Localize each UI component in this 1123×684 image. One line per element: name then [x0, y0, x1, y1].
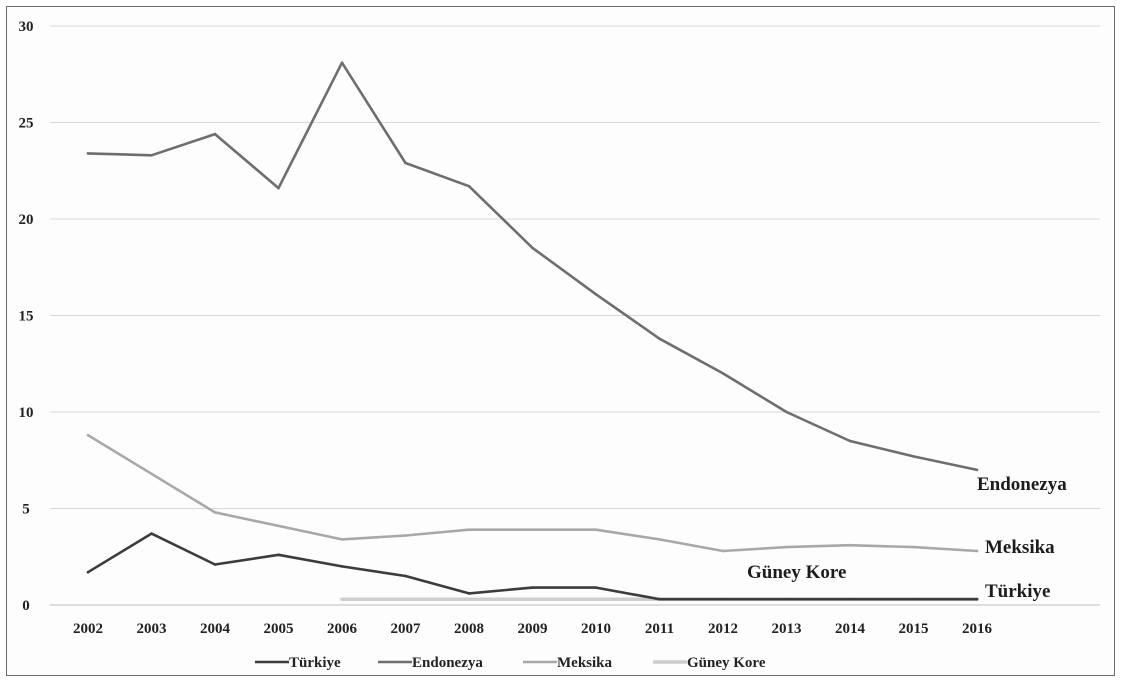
x-tick-label: 2010	[581, 621, 611, 637]
data-point	[213, 511, 217, 514]
chart-frame	[6, 6, 1115, 676]
series-annotation: Güney Kore	[747, 562, 846, 583]
data-point	[150, 532, 153, 535]
data-point	[975, 597, 979, 601]
data-point	[277, 186, 280, 190]
legend-label: Meksika	[557, 655, 613, 671]
data-point	[912, 455, 915, 458]
data-point	[340, 565, 344, 568]
y-tick-label: 15	[19, 309, 34, 325]
series-annotation: Türkiye	[985, 581, 1050, 602]
data-point	[721, 372, 725, 375]
data-point	[340, 61, 344, 64]
gridlines	[50, 25, 1100, 606]
x-tick-label: 2013	[772, 621, 802, 637]
data-point	[594, 528, 598, 532]
data-point	[531, 246, 534, 250]
data-point	[912, 545, 915, 549]
data-point	[467, 184, 471, 188]
data-point	[467, 592, 471, 595]
x-tick-label: 2014	[835, 621, 866, 637]
x-tick-label: 2002	[73, 621, 103, 637]
data-point	[785, 597, 788, 601]
data-point	[721, 597, 725, 601]
data-point	[277, 524, 280, 528]
data-point	[658, 597, 661, 601]
y-tick-label: 30	[19, 19, 34, 35]
x-tick-label: 2006	[327, 621, 358, 637]
y-axis-ticks: 0 5 10 15 20 25 30	[19, 19, 34, 614]
data-point	[86, 152, 90, 155]
data-point	[658, 337, 661, 340]
data-point	[658, 538, 661, 541]
data-point	[975, 549, 979, 553]
data-point	[848, 597, 852, 601]
y-tick-label: 20	[19, 212, 34, 228]
x-tick-label: 2016	[962, 621, 993, 637]
series-line-2	[86, 433, 979, 553]
y-tick-label: 10	[19, 405, 34, 421]
data-point	[912, 597, 915, 601]
data-point	[86, 433, 90, 437]
data-point	[531, 528, 534, 532]
data-point	[340, 597, 344, 601]
x-tick-label: 2011	[645, 621, 674, 637]
legend-label: Endonezya	[412, 655, 483, 671]
data-point	[150, 154, 153, 157]
data-point	[86, 570, 90, 574]
series-annotation: Meksika	[985, 537, 1055, 558]
data-point	[404, 161, 407, 165]
data-point	[785, 410, 788, 414]
legend-label: Güney Kore	[687, 655, 766, 671]
legend-label: Türkiye	[289, 655, 341, 671]
legend: Türkiye Endonezya Meksika Güney Kore	[255, 655, 766, 671]
data-point	[213, 132, 217, 136]
x-tick-label: 2007	[391, 621, 422, 637]
y-tick-label: 5	[22, 502, 30, 518]
data-point	[150, 472, 153, 476]
data-point	[404, 597, 407, 601]
data-point	[404, 534, 407, 537]
data-point	[467, 597, 471, 601]
series-line-1	[86, 61, 979, 472]
x-tick-label: 2008	[454, 621, 484, 637]
series-annotations: Endonezya Meksika Güney Kore Türkiye	[747, 474, 1067, 602]
x-tick-label: 2015	[899, 621, 929, 637]
data-point	[340, 538, 344, 541]
data-point	[785, 545, 788, 549]
data-point	[848, 543, 852, 547]
x-axis-ticks: 2002 2003 2004 2005 2006 2007 2008 2009 2010 2011…	[73, 621, 993, 637]
data-point	[277, 553, 280, 557]
data-point	[594, 586, 598, 589]
series-lines	[86, 61, 979, 601]
data-point	[848, 439, 852, 443]
data-point	[531, 586, 534, 589]
data-point	[721, 549, 725, 553]
data-point	[467, 528, 471, 532]
data-point	[594, 292, 598, 296]
series-annotation: Endonezya	[977, 474, 1067, 495]
y-tick-label: 0	[22, 598, 30, 614]
data-point	[594, 597, 598, 601]
data-point	[531, 597, 534, 601]
x-tick-label: 2004	[200, 621, 231, 637]
x-tick-label: 2009	[518, 621, 548, 637]
data-point	[213, 563, 217, 566]
x-tick-label: 2003	[137, 621, 167, 637]
x-tick-label: 2012	[708, 621, 738, 637]
data-point	[975, 468, 979, 472]
x-tick-label: 2005	[264, 621, 294, 637]
y-tick-label: 25	[19, 116, 34, 132]
data-point	[404, 574, 407, 578]
